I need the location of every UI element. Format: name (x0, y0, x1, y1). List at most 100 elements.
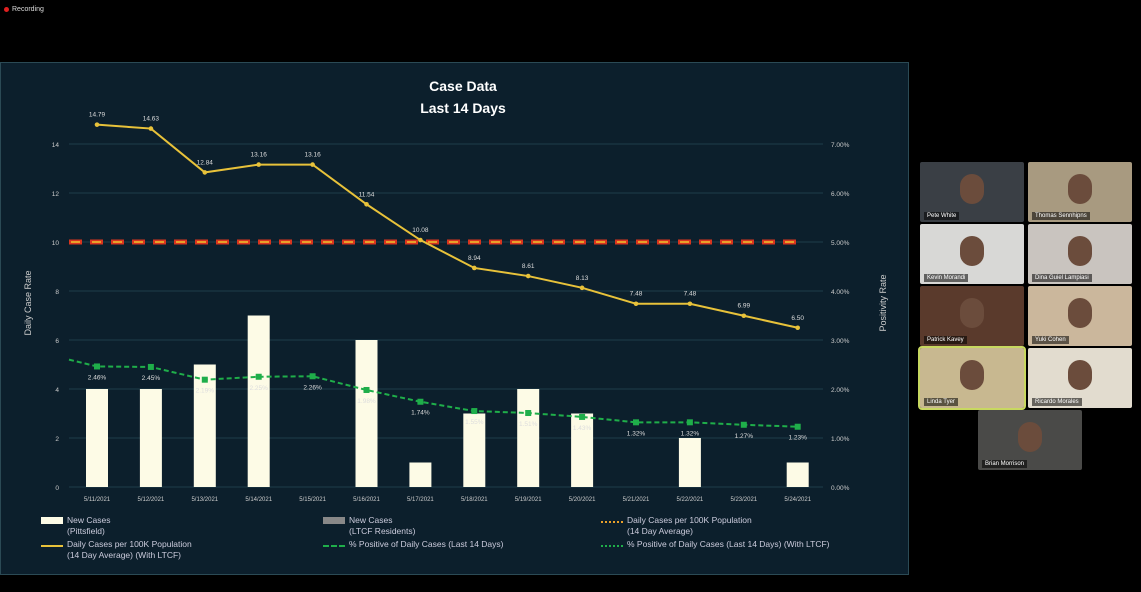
point-daily-cases (310, 162, 315, 167)
bar-new-cases (571, 413, 594, 487)
participant-video (960, 174, 984, 204)
legend-swatch-icon (41, 545, 63, 547)
data-label: 2.26% (303, 384, 322, 391)
point-percent-positive (579, 413, 586, 420)
data-label: 14.63 (143, 116, 160, 123)
point-percent-positive (147, 363, 154, 370)
data-label: 13.16 (251, 152, 268, 159)
participant-tile[interactable]: Kevin Morandi (920, 224, 1024, 284)
point-daily-cases (148, 126, 154, 131)
y2-tick-label: 0.00% (831, 485, 850, 492)
data-label: 1.23% (788, 435, 807, 442)
x-tick-label: 5/18/2021 (461, 497, 488, 503)
chart-subtitle: Last 14 Days (420, 100, 506, 116)
data-label: 13.16 (304, 152, 321, 159)
point-daily-cases (633, 301, 639, 307)
x-tick-label: 5/22/2021 (677, 497, 704, 503)
bar-new-cases (409, 462, 432, 487)
legend-item: Daily Cases per 100K Population (14 Day A… (601, 515, 752, 537)
participant-tile[interactable]: Dina Guiel Lampiasi (1028, 224, 1132, 284)
data-label: 14.79 (89, 112, 106, 119)
participant-tile[interactable]: Thomas Sennhipns (1028, 162, 1132, 222)
x-tick-label: 5/11/2021 (84, 497, 111, 503)
legend-label: Daily Cases per 100K Population (67, 539, 192, 549)
y-tick-label: 10 (52, 240, 60, 247)
data-label: 6.99 (737, 303, 750, 310)
point-percent-positive (363, 386, 370, 393)
point-percent-positive (633, 419, 639, 426)
participant-video (1018, 422, 1042, 452)
participant-name: Pete White (924, 212, 960, 220)
y2-tick-label: 4.00% (831, 289, 850, 296)
participant-name: Thomas Sennhipns (1032, 212, 1090, 220)
participant-tile[interactable]: Linda Tyer (918, 346, 1026, 410)
y-tick-label: 8 (55, 289, 59, 296)
y2-tick-label: 3.00% (831, 338, 850, 345)
participant-tile[interactable]: Yuki Cohen (1028, 286, 1132, 346)
x-tick-label: 5/15/2021 (299, 497, 326, 503)
legend-swatch-icon (601, 521, 623, 523)
y2-tick-label: 7.00% (831, 142, 850, 149)
point-percent-positive (417, 398, 424, 405)
data-label: 1.27% (735, 433, 754, 440)
data-label: 2.46% (88, 374, 107, 381)
y-tick-label: 2 (55, 436, 59, 443)
participant-video (960, 236, 984, 266)
point-daily-cases (418, 237, 423, 243)
participant-tile[interactable]: Pete White (920, 162, 1024, 222)
case-data-chart: Case Data Last 14 Days Daily Case Rate P… (23, 78, 888, 503)
data-label: 12.84 (197, 159, 214, 166)
participant-name: Brian Morrison (982, 460, 1028, 468)
participant-name: Kevin Morandi (924, 274, 969, 282)
data-label: 2.19% (196, 388, 215, 395)
x-tick-label: 5/20/2021 (569, 497, 596, 503)
participant-video (960, 360, 984, 390)
y2-tick-label: 5.00% (831, 240, 850, 247)
bar-new-cases (786, 462, 809, 487)
participant-tile[interactable]: Patrick Kavey (920, 286, 1024, 346)
participant-video (1068, 360, 1092, 390)
legend-text: Daily Cases per 100K Population (14 Day A… (627, 515, 752, 537)
y-tick-label: 14 (52, 142, 60, 149)
participant-tile[interactable]: Brian Morrison (978, 410, 1082, 470)
data-label: 2.25% (249, 385, 268, 392)
point-percent-positive (471, 408, 478, 415)
legend-swatch-icon (323, 545, 345, 547)
bar-new-cases (193, 364, 216, 487)
legend-item: New Cases (Pittsfield) (41, 515, 110, 537)
legend-swatch-icon (41, 517, 63, 524)
x-tick-label: 5/21/2021 (623, 497, 650, 503)
point-daily-cases (94, 122, 100, 127)
data-label: 1.98% (357, 398, 376, 405)
legend-label: New Cases (67, 515, 111, 525)
y-tick-label: 12 (52, 191, 60, 198)
x-tick-label: 5/12/2021 (138, 497, 165, 503)
point-percent-positive (255, 373, 262, 380)
legend-swatch-icon (601, 545, 623, 547)
x-tick-label: 5/14/2021 (245, 497, 272, 503)
data-label: 7.48 (630, 291, 643, 298)
x-tick-label: 5/17/2021 (407, 497, 434, 503)
point-percent-positive (94, 363, 100, 370)
legend-label: New Cases (349, 515, 393, 525)
data-label: 6.50 (791, 315, 804, 322)
participant-video (1068, 174, 1092, 204)
recording-label: Recording (12, 6, 44, 13)
point-daily-cases (579, 285, 585, 291)
point-percent-positive (686, 419, 693, 426)
participant-video (1068, 236, 1092, 266)
participant-name: Linda Tyer (924, 398, 958, 406)
legend-label: % Positive of Daily Cases (Last 14 Days)… (627, 539, 830, 549)
x-tick-label: 5/23/2021 (730, 497, 757, 503)
point-daily-cases (795, 325, 800, 331)
chart-title: Case Data (429, 78, 497, 94)
legend-label: Daily Cases per 100K Population (627, 515, 752, 525)
legend-swatch-icon (323, 517, 345, 524)
data-label: 1.55% (465, 419, 484, 426)
point-daily-cases (741, 313, 747, 319)
data-label: 8.94 (468, 255, 481, 262)
bar-new-cases (517, 389, 540, 487)
participant-tile[interactable]: Ricardo Morales (1028, 348, 1132, 408)
bar-new-cases (463, 413, 486, 487)
data-label: 8.13 (576, 275, 589, 282)
